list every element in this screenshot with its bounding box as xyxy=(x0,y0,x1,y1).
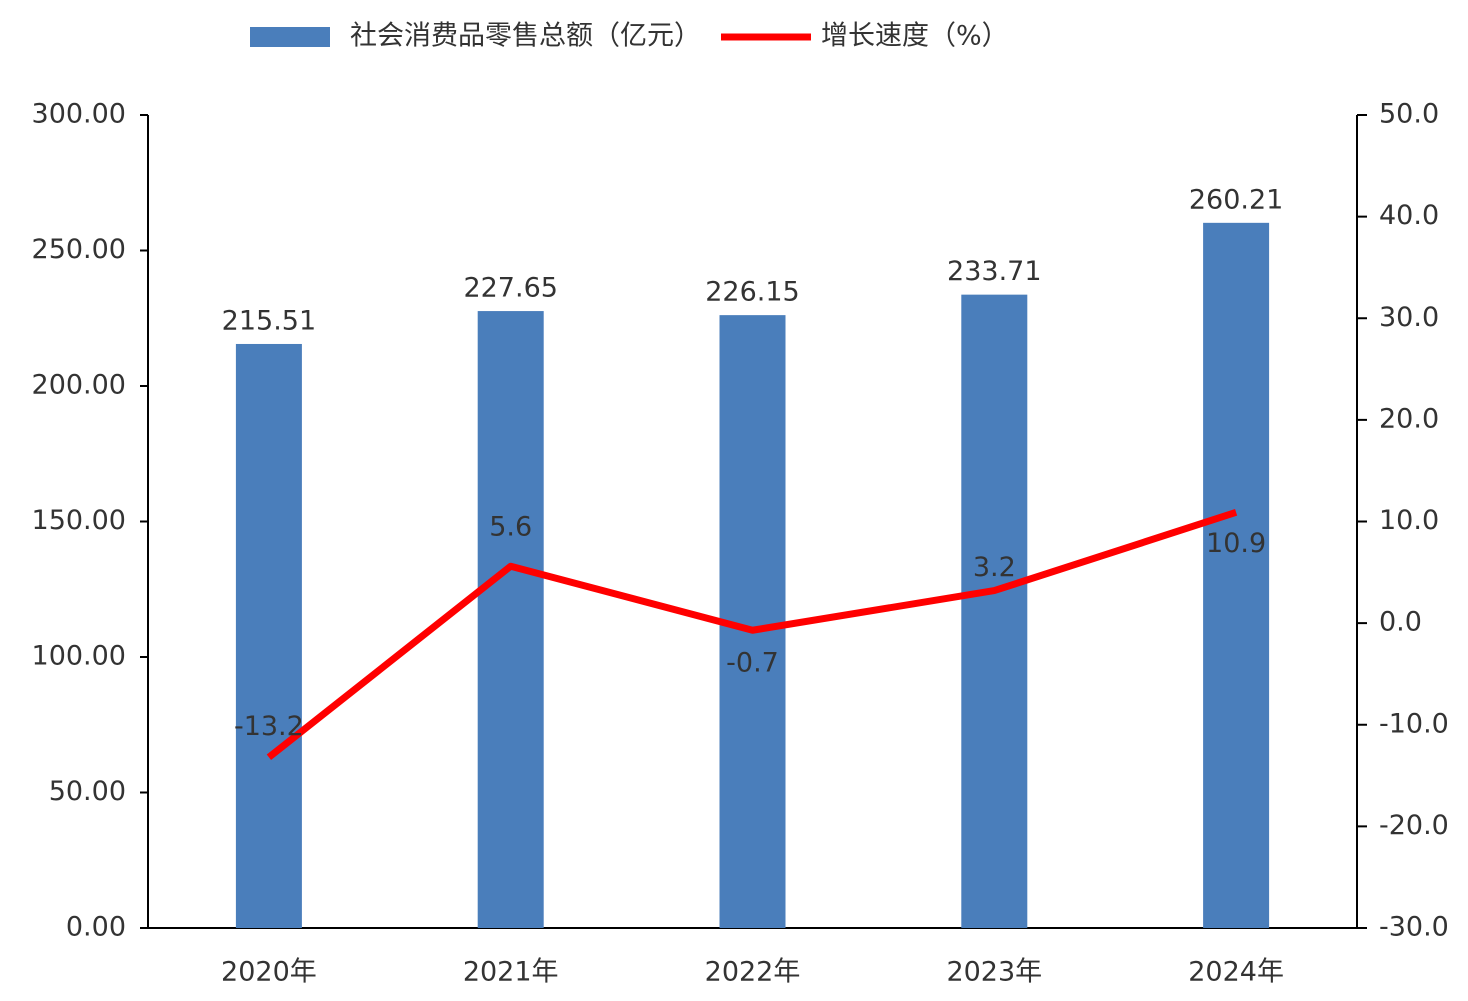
bar xyxy=(235,343,302,928)
y2-tick-label: 0.0 xyxy=(1379,607,1422,638)
line-value-label: -0.7 xyxy=(726,648,779,679)
y-tick-label: 0.00 xyxy=(66,912,126,943)
y-tick-label: 250.00 xyxy=(32,234,126,265)
bar xyxy=(1203,222,1270,928)
y-tick-label: 150.00 xyxy=(32,505,126,536)
bar-value-label: 215.51 xyxy=(222,305,316,336)
y2-tick-label: -10.0 xyxy=(1379,708,1449,739)
x-tick-label: 2021年 xyxy=(463,957,559,988)
y-tick-label: 200.00 xyxy=(32,370,126,401)
y-tick-label: 300.00 xyxy=(32,99,126,130)
line-value-label: -13.2 xyxy=(234,711,304,742)
bar xyxy=(477,311,544,929)
y-tick-label: 50.00 xyxy=(49,776,126,807)
line xyxy=(266,509,1238,761)
bar xyxy=(961,294,1028,929)
y2-tick-label: 50.0 xyxy=(1379,99,1439,130)
legend-label: 增长速度（%） xyxy=(821,21,1009,52)
x-tick-label: 2020年 xyxy=(221,957,317,988)
bar-value-label: 226.15 xyxy=(705,277,799,308)
y2-tick-label: 10.0 xyxy=(1379,505,1439,536)
line-value-label: 3.2 xyxy=(973,552,1016,583)
x-tick-label: 2023年 xyxy=(946,957,1042,988)
line-value-label: 10.9 xyxy=(1206,528,1266,559)
line-value-label: 5.6 xyxy=(489,512,532,543)
y2-tick-label: 20.0 xyxy=(1379,403,1439,434)
bar-value-label: 227.65 xyxy=(463,273,557,304)
y2-tick-label: -20.0 xyxy=(1379,810,1449,841)
y2-tick-label: 30.0 xyxy=(1379,302,1439,333)
x-tick-label: 2024年 xyxy=(1188,957,1284,988)
x-tick-label: 2022年 xyxy=(705,957,801,988)
y2-tick-label: -30.0 xyxy=(1379,912,1449,943)
legend-label: 社会消费品零售总额（亿元） xyxy=(350,21,701,52)
legend-swatch xyxy=(250,27,330,47)
y-tick-label: 100.00 xyxy=(32,641,126,672)
y2-tick-label: 40.0 xyxy=(1379,200,1439,231)
bar-value-label: 260.21 xyxy=(1189,184,1283,215)
bar-value-label: 233.71 xyxy=(947,256,1041,287)
